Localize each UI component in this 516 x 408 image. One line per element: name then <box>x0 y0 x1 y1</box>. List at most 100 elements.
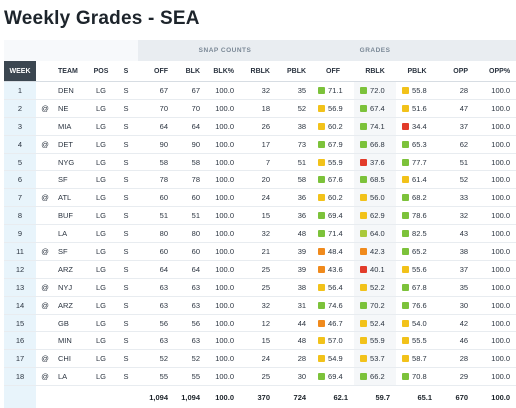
grade-color-chip <box>360 104 368 112</box>
table-row[interactable]: 9 LA LG S 80 80 100.0 32 48 71.4 64.0 82.5 43 100.0 <box>4 224 516 244</box>
total-off-grade: 62.1 <box>312 385 355 408</box>
table-row[interactable]: 1 DEN LG S 67 67 100.0 32 35 71.1 72.0 55.8 28 100.0 <box>4 81 516 100</box>
blk-pct-cell: 100.0 <box>206 367 240 387</box>
opp-pct-cell: 100.0 <box>474 314 516 333</box>
rblk-grade-cell: 68.5 <box>354 170 397 190</box>
table-row[interactable]: 3 MIA LG S 64 64 100.0 26 38 60.2 74.1 34.4 37 100.0 <box>4 117 516 136</box>
grade-color-chip <box>360 212 368 220</box>
pos-cell: LG <box>88 260 114 279</box>
header-col-blk-snaps[interactable]: BLK <box>174 61 206 82</box>
off-grade-cell: 71.1 <box>312 81 355 100</box>
header-col-pblk-grade[interactable]: PBLK <box>396 61 439 82</box>
header-col-off-grade[interactable]: OFF <box>312 61 355 82</box>
home-away-cell <box>36 206 54 226</box>
table-row[interactable]: 16 MIN LG S 63 63 100.0 15 48 57.0 55.9 55.5 46 100.0 <box>4 331 516 351</box>
table-row[interactable]: 12 ARZ LG S 64 64 100.0 25 39 43.6 40.1 55.6 37 100.0 <box>4 260 516 279</box>
table-row[interactable]: 18 @ LA LG S 55 55 100.0 25 30 69.4 66.2 70.8 29 100.0 <box>4 367 516 387</box>
header-col-week[interactable]: WEEK <box>4 61 36 82</box>
table-row[interactable]: 14 @ ARZ LG S 63 63 100.0 32 31 74.6 70.2 76.6 30 100.… <box>4 296 516 315</box>
home-away-cell: @ <box>36 135 54 154</box>
grade-color-chip <box>318 337 326 345</box>
table-row[interactable]: 6 SF LG S 78 78 100.0 20 58 67.6 68.5 61.4 52 100.0 <box>4 170 516 190</box>
blk-snaps-cell: 63 <box>174 296 206 315</box>
team-cell: BUF <box>54 206 88 226</box>
team-cell: ARZ <box>54 260 88 279</box>
table-row[interactable]: 13 @ NYJ LG S 63 63 100.0 25 38 56.4 52.2 67.8 35 100.… <box>4 278 516 297</box>
home-away-cell <box>36 170 54 190</box>
off-snaps-cell: 70 <box>138 99 174 118</box>
pblk-grade-cell: 54.0 <box>396 314 439 333</box>
off-grade-cell: 55.9 <box>312 153 355 172</box>
status-cell: S <box>114 224 138 244</box>
home-away-cell: @ <box>36 296 54 315</box>
grade-color-chip <box>360 373 368 381</box>
status-cell: S <box>114 170 138 190</box>
grade-value: 65.3 <box>412 139 427 149</box>
status-cell: S <box>114 153 138 172</box>
grade-value: 55.6 <box>412 264 427 274</box>
header-col-team[interactable]: TEAM <box>54 61 88 82</box>
blk-snaps-cell: 64 <box>174 260 206 279</box>
header-col-status[interactable]: S <box>114 61 138 82</box>
blk-snaps-cell: 60 <box>174 242 206 261</box>
table-row[interactable]: 11 @ SF LG S 60 60 100.0 21 39 48.4 42.3 65.2 38 100.0 <box>4 242 516 261</box>
header-col-blk-pct[interactable]: BLK% <box>206 61 240 82</box>
table-row[interactable]: 7 @ ATL LG S 60 60 100.0 24 36 60.2 56.0 68.2 33 100.0 <box>4 188 516 208</box>
grade-color-chip <box>318 194 326 202</box>
status-cell: S <box>114 278 138 297</box>
header-col-home-away[interactable] <box>36 61 54 82</box>
off-snaps-cell: 80 <box>138 224 174 244</box>
grade-value: 58.7 <box>412 354 427 364</box>
table-row[interactable]: 2 @ NE LG S 70 70 100.0 18 52 56.9 67.4 51.6 47 100.0 <box>4 99 516 118</box>
rblk-snaps-cell: 15 <box>240 206 276 226</box>
grade-color-chip <box>318 265 326 273</box>
pos-cell: LG <box>88 206 114 226</box>
header-col-opp-pct[interactable]: OPP% <box>474 61 516 82</box>
grade-value: 69.4 <box>328 211 343 221</box>
table-row[interactable]: 8 BUF LG S 51 51 100.0 15 36 69.4 62.9 78.6 32 100.0 <box>4 206 516 226</box>
header-col-pblk-snaps[interactable]: PBLK <box>276 61 313 82</box>
header-col-opp[interactable]: OPP <box>438 61 475 82</box>
grade-value: 70.8 <box>412 372 427 382</box>
total-blk-snaps: 1,094 <box>174 385 206 408</box>
header-col-pos[interactable]: POS <box>88 61 114 82</box>
grade-value: 64.0 <box>370 229 385 239</box>
table-row[interactable]: 17 @ CHI LG S 52 52 100.0 24 28 54.9 53.7 58.7 28 100.… <box>4 349 516 369</box>
header-col-rblk-grade[interactable]: RBLK <box>354 61 397 82</box>
opp-cell: 29 <box>438 367 475 387</box>
off-snaps-cell: 58 <box>138 153 174 172</box>
home-away-cell <box>36 314 54 333</box>
opp-cell: 33 <box>438 188 475 208</box>
header-col-off-snaps[interactable]: OFF <box>138 61 174 82</box>
week-cell: 2 <box>4 99 36 118</box>
off-grade-cell: 54.9 <box>312 349 355 369</box>
blk-pct-cell: 100.0 <box>206 170 240 190</box>
blk-pct-cell: 100.0 <box>206 296 240 315</box>
grade-color-chip <box>360 122 368 130</box>
week-cell: 14 <box>4 296 36 315</box>
off-grade-cell: 69.4 <box>312 367 355 387</box>
table-row[interactable]: 15 GB LG S 56 56 100.0 12 44 46.7 52.4 54.0 42 100.0 <box>4 314 516 333</box>
table-row[interactable]: 4 @ DET LG S 90 90 100.0 17 73 67.9 66.8 65.3 62 100.0 <box>4 135 516 154</box>
grade-color-chip <box>402 104 410 112</box>
grade-value: 51.6 <box>412 103 427 113</box>
home-away-cell <box>36 224 54 244</box>
grade-color-chip <box>318 283 326 291</box>
week-cell: 18 <box>4 367 36 387</box>
off-snaps-cell: 64 <box>138 260 174 279</box>
rblk-grade-cell: 55.9 <box>354 331 397 351</box>
grade-color-chip <box>360 283 368 291</box>
table-row[interactable]: 5 NYG LG S 58 58 100.0 7 51 55.9 37.6 77.7 51 100.0 <box>4 153 516 172</box>
weekly-grades-table: SNAP COUNTS GRADES WEEK TEAM POS S OFF BLK BLK… <box>4 40 516 408</box>
grade-color-chip <box>318 301 326 309</box>
pblk-snaps-cell: 58 <box>276 170 313 190</box>
pos-cell: LG <box>88 224 114 244</box>
status-cell: S <box>114 260 138 279</box>
pblk-grade-cell: 61.4 <box>396 170 439 190</box>
pos-cell: LG <box>88 170 114 190</box>
blk-snaps-cell: 51 <box>174 206 206 226</box>
header-col-rblk-snaps[interactable]: RBLK <box>240 61 276 82</box>
opp-pct-cell: 100.0 <box>474 135 516 154</box>
total-opp-pct: 100.0 <box>474 385 516 408</box>
grade-color-chip <box>318 176 326 184</box>
